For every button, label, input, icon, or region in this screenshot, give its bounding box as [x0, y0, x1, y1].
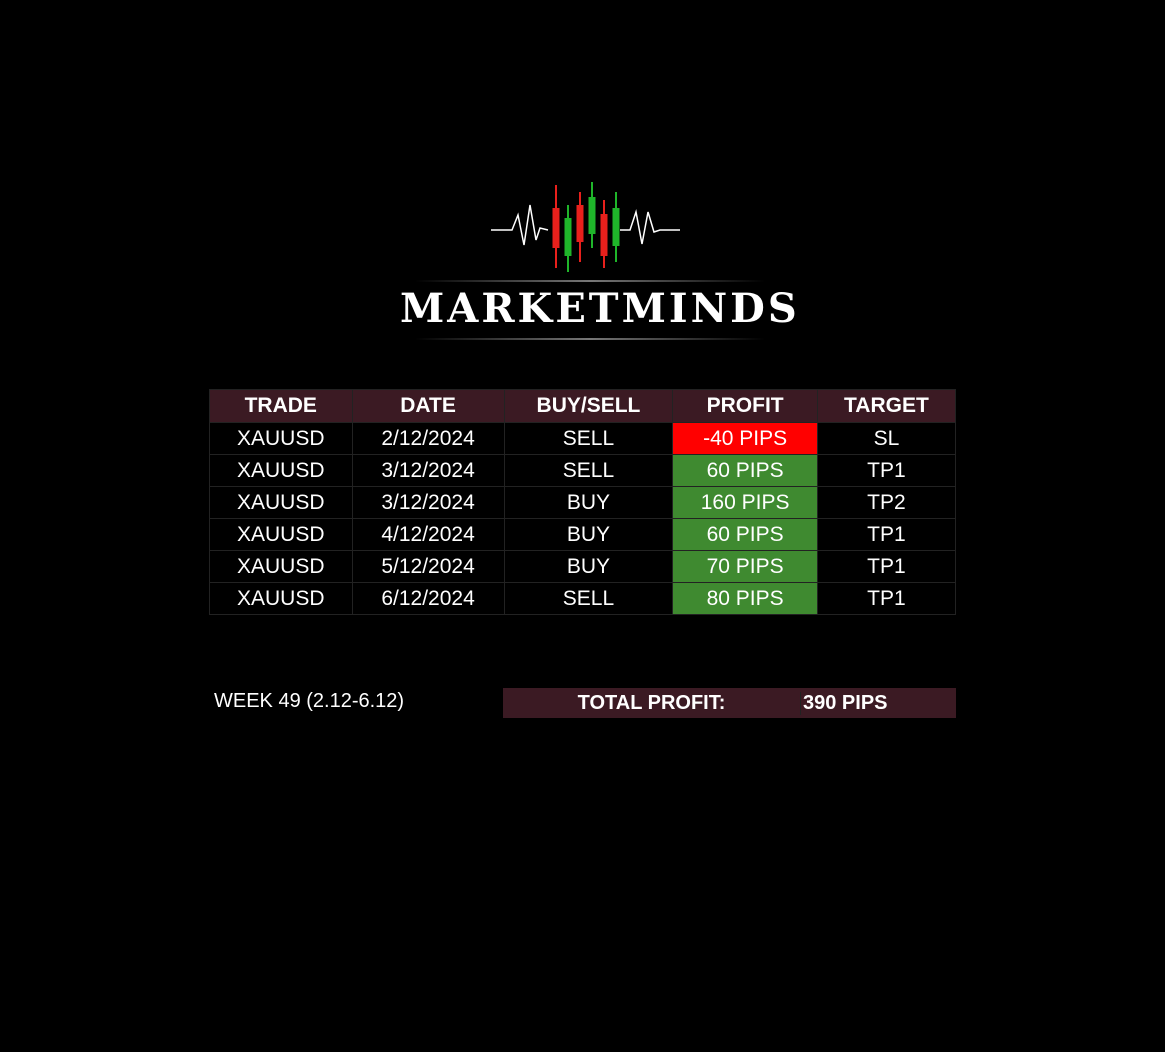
cell-profit: -40 PIPS — [672, 422, 818, 455]
table-row: XAUUSD 6/12/2024 SELL 80 PIPS TP1 — [209, 582, 957, 615]
header-buy-sell: BUY/SELL — [503, 389, 674, 423]
cell-trade: XAUUSD — [209, 550, 353, 583]
table-header-row: TRADE DATE BUY/SELL PROFIT TARGET — [209, 389, 957, 423]
logo-divider-top — [415, 280, 765, 282]
cell-buy-sell: BUY — [503, 550, 674, 583]
cell-buy-sell: SELL — [503, 422, 674, 455]
trades-table: TRADE DATE BUY/SELL PROFIT TARGET XAUUSD… — [209, 389, 957, 615]
total-profit-value: 390 PIPS — [800, 691, 888, 715]
cell-target: TP2 — [816, 486, 957, 519]
cell-buy-sell: SELL — [503, 454, 674, 487]
candle-body — [552, 208, 560, 248]
cell-date: 6/12/2024 — [351, 582, 505, 615]
table-row: XAUUSD 3/12/2024 BUY 160 PIPS TP2 — [209, 486, 957, 519]
cell-date: 2/12/2024 — [351, 422, 505, 455]
cell-target: TP1 — [816, 454, 957, 487]
candlestick-logo-icon — [491, 182, 680, 272]
cell-date: 3/12/2024 — [351, 486, 505, 519]
cell-profit: 60 PIPS — [672, 454, 818, 487]
cell-profit: 60 PIPS — [672, 518, 818, 551]
candle-body — [576, 205, 584, 242]
cell-profit: 80 PIPS — [672, 582, 818, 615]
cell-trade: XAUUSD — [209, 486, 353, 519]
candle-body — [612, 208, 620, 246]
cell-trade: XAUUSD — [209, 454, 353, 487]
cell-target: TP1 — [816, 582, 957, 615]
cell-date: 4/12/2024 — [351, 518, 505, 551]
header-trade: TRADE — [209, 389, 353, 423]
header-profit: PROFIT — [672, 389, 818, 423]
cell-date: 3/12/2024 — [351, 454, 505, 487]
table-row: XAUUSD 5/12/2024 BUY 70 PIPS TP1 — [209, 550, 957, 583]
cell-profit: 70 PIPS — [672, 550, 818, 583]
table-row: XAUUSD 2/12/2024 SELL -40 PIPS SL — [209, 422, 957, 455]
header-date: DATE — [351, 389, 505, 423]
table-row: XAUUSD 4/12/2024 BUY 60 PIPS TP1 — [209, 518, 957, 551]
table-row: XAUUSD 3/12/2024 SELL 60 PIPS TP1 — [209, 454, 957, 487]
cell-date: 5/12/2024 — [351, 550, 505, 583]
cell-buy-sell: BUY — [503, 486, 674, 519]
total-profit-bar: TOTAL PROFIT: 390 PIPS — [503, 688, 956, 718]
cell-trade: XAUUSD — [209, 422, 353, 455]
total-profit-label: TOTAL PROFIT: — [577, 691, 726, 714]
week-label: WEEK 49 (2.12-6.12) — [214, 690, 405, 712]
brand-name: MARKETMINDS — [400, 285, 800, 332]
cell-target: TP1 — [816, 518, 957, 551]
cell-target: TP1 — [816, 550, 957, 583]
cell-trade: XAUUSD — [209, 582, 353, 615]
cell-buy-sell: BUY — [503, 518, 674, 551]
candle-body — [588, 197, 596, 234]
candle-body — [564, 218, 572, 256]
header-target: TARGET — [816, 389, 957, 423]
cell-buy-sell: SELL — [503, 582, 674, 615]
candle-body — [600, 214, 608, 256]
cell-trade: XAUUSD — [209, 518, 353, 551]
cell-target: SL — [816, 422, 957, 455]
cell-profit: 160 PIPS — [672, 486, 818, 519]
logo-divider-bottom — [415, 338, 765, 340]
